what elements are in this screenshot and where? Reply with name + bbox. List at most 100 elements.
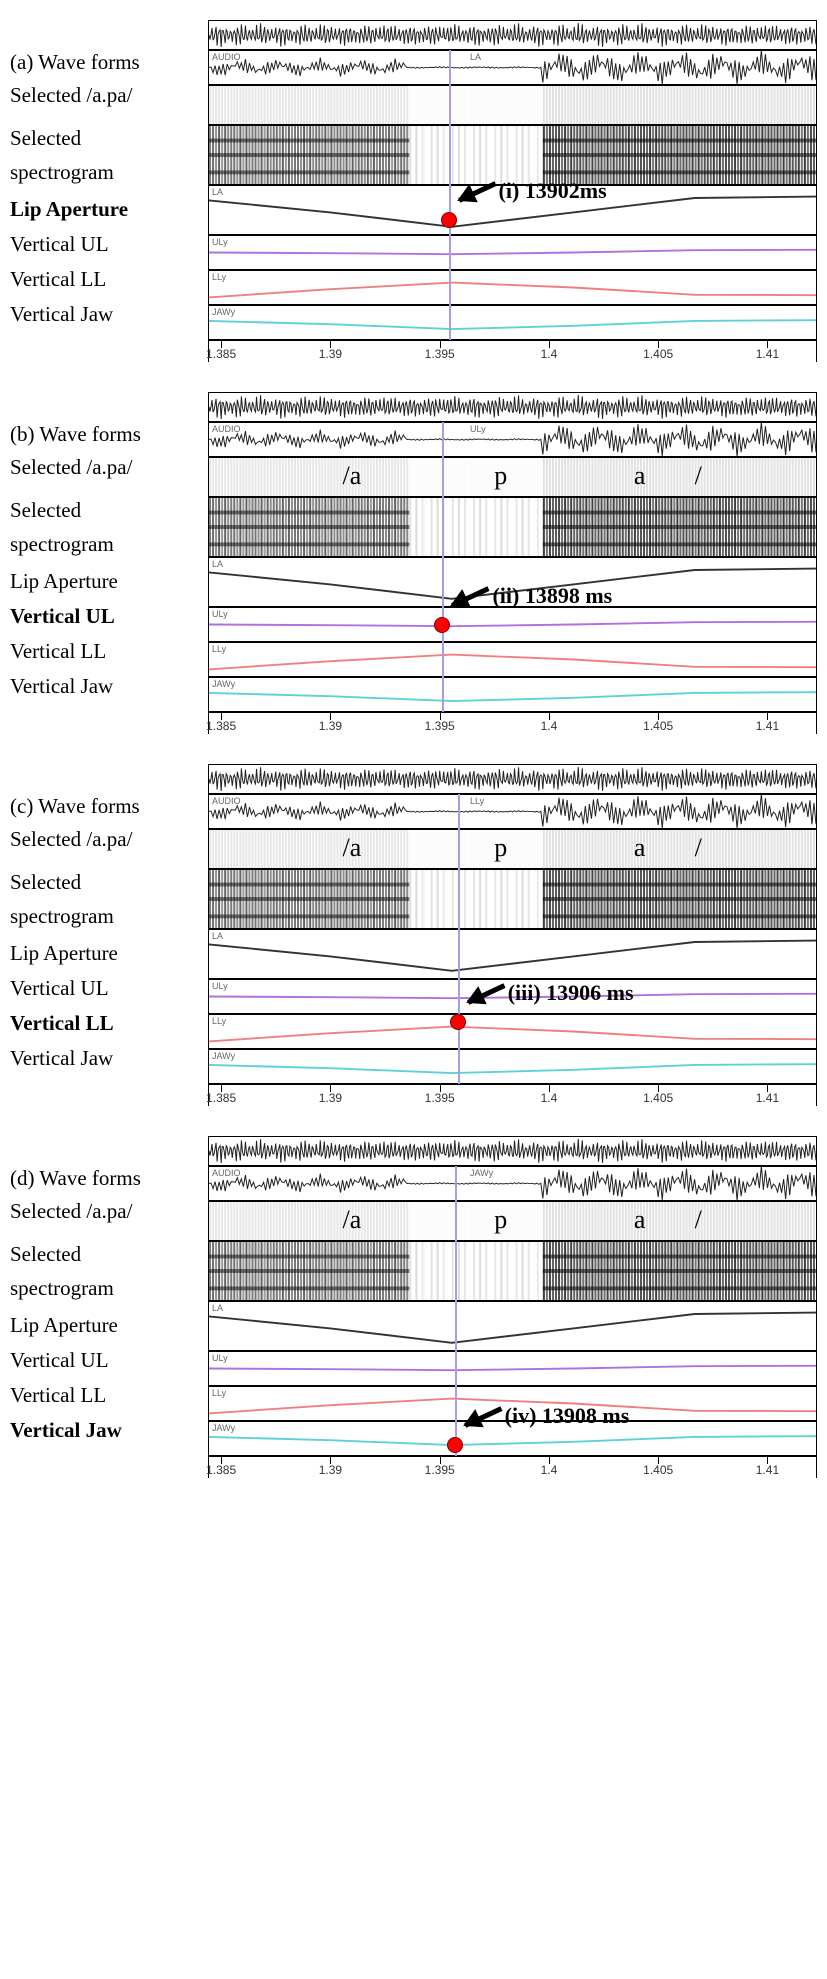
x-tick-label: 1.4 bbox=[541, 347, 558, 361]
label-vertical-ll: Vertical LL bbox=[10, 639, 200, 664]
x-tick-label: 1.405 bbox=[643, 1091, 673, 1105]
phoneme-p: p bbox=[494, 1205, 507, 1235]
tiny-label-uly: ULy bbox=[212, 981, 228, 991]
track-spectrogram-lower bbox=[208, 869, 817, 929]
label-vertical-jaw: Vertical Jaw bbox=[10, 302, 200, 327]
phoneme-a1: /a bbox=[343, 833, 362, 863]
tiny-label-marker: ULy bbox=[470, 424, 486, 434]
track-x-axis: 1.3851.391.3951.41.4051.41 bbox=[208, 1084, 817, 1106]
label-vertical-ll: Vertical LL bbox=[10, 1383, 200, 1408]
tiny-label-la: LA bbox=[212, 559, 223, 569]
tiny-label-audio: AUDIO bbox=[212, 52, 241, 62]
tiny-label-jawy: JAWy bbox=[212, 1051, 235, 1061]
track-vertical-jaw: JAWy bbox=[208, 1049, 817, 1084]
tiny-label-marker: LA bbox=[470, 52, 481, 62]
track-lip-aperture: LA bbox=[208, 1301, 817, 1351]
label-selected-apa: Selected /a.pa/ bbox=[10, 455, 200, 480]
tiny-label-lly: LLy bbox=[212, 1388, 226, 1398]
tiny-label-uly: ULy bbox=[212, 609, 228, 619]
label-selected-apa: Selected /a.pa/ bbox=[10, 1199, 200, 1224]
tiny-label-marker: JAWy bbox=[470, 1168, 493, 1178]
track-vertical-ul: ULy bbox=[208, 607, 817, 642]
track-vertical-ul: ULy bbox=[208, 235, 817, 270]
x-tick-label: 1.39 bbox=[319, 347, 342, 361]
panel-d: (d) Wave forms Selected /a.pa/ Selected … bbox=[10, 1136, 817, 1478]
track-vertical-ul: ULy bbox=[208, 1351, 817, 1386]
track-x-axis: 1.3851.391.3951.41.4051.41 bbox=[208, 340, 817, 362]
track-waveform-zoom: AUDIO ULy bbox=[208, 422, 817, 457]
label-lip-aperture: Lip Aperture bbox=[10, 569, 200, 594]
track-vertical-jaw: JAWy bbox=[208, 677, 817, 712]
phoneme-a1: /a bbox=[343, 461, 362, 491]
chart-column: AUDIO LLy /a p a / bbox=[208, 764, 817, 1106]
phoneme-a1: /a bbox=[343, 1205, 362, 1235]
tiny-label-lly: LLy bbox=[212, 644, 226, 654]
label-spectrogram-1: Selected bbox=[10, 1242, 200, 1267]
phoneme-a2: a bbox=[634, 833, 646, 863]
track-vertical-jaw: JAWy bbox=[208, 1421, 817, 1456]
labels-column: (a) Wave forms Selected /a.pa/ Selected … bbox=[10, 20, 200, 362]
label-vertical-ul: Vertical UL bbox=[10, 1348, 200, 1373]
x-tick-label: 1.405 bbox=[643, 347, 673, 361]
panel-c: (c) Wave forms Selected /a.pa/ Selected … bbox=[10, 764, 817, 1106]
x-tick-label: 1.4 bbox=[541, 1091, 558, 1105]
panel-a: (a) Wave forms Selected /a.pa/ Selected … bbox=[10, 20, 817, 362]
x-tick-label: 1.395 bbox=[425, 347, 455, 361]
label-spectrogram-1: Selected bbox=[10, 498, 200, 523]
tiny-label-marker: LLy bbox=[470, 796, 484, 806]
phoneme-slash: / bbox=[695, 833, 702, 863]
label-spectrogram-1: Selected bbox=[10, 870, 200, 895]
x-tick-label: 1.39 bbox=[319, 1463, 342, 1477]
label-vertical-jaw: Vertical Jaw bbox=[10, 1418, 200, 1443]
track-vertical-jaw: JAWy bbox=[208, 305, 817, 340]
track-lip-aperture: LA bbox=[208, 185, 817, 235]
track-vertical-ll: LLy bbox=[208, 642, 817, 677]
track-lip-aperture: LA bbox=[208, 929, 817, 979]
tiny-label-uly: ULy bbox=[212, 237, 228, 247]
label-spectrogram-2: spectrogram bbox=[10, 1276, 200, 1301]
x-tick-label: 1.395 bbox=[425, 719, 455, 733]
label-lip-aperture: Lip Aperture bbox=[10, 941, 200, 966]
tiny-label-jawy: JAWy bbox=[212, 1423, 235, 1433]
track-spectrogram-upper: /a p a / bbox=[208, 829, 817, 869]
label-vertical-ul: Vertical UL bbox=[10, 232, 200, 257]
track-waveform-full bbox=[208, 20, 817, 50]
x-tick-label: 1.395 bbox=[425, 1463, 455, 1477]
label-lip-aperture: Lip Aperture bbox=[10, 197, 200, 222]
x-tick-label: 1.39 bbox=[319, 1091, 342, 1105]
tiny-label-la: LA bbox=[212, 931, 223, 941]
track-vertical-ll: LLy bbox=[208, 1386, 817, 1421]
x-tick-label: 1.395 bbox=[425, 1091, 455, 1105]
label-vertical-ul: Vertical UL bbox=[10, 604, 200, 629]
label-vertical-jaw: Vertical Jaw bbox=[10, 674, 200, 699]
panel-b: (b) Wave forms Selected /a.pa/ Selected … bbox=[10, 392, 817, 734]
labels-column: (d) Wave forms Selected /a.pa/ Selected … bbox=[10, 1136, 200, 1478]
label-selected-apa: Selected /a.pa/ bbox=[10, 827, 200, 852]
label-waveforms: (a) Wave forms bbox=[10, 50, 200, 75]
tiny-label-lly: LLy bbox=[212, 272, 226, 282]
track-spectrogram-lower bbox=[208, 125, 817, 185]
label-vertical-ul: Vertical UL bbox=[10, 976, 200, 1001]
phoneme-slash: / bbox=[695, 461, 702, 491]
x-tick-label: 1.385 bbox=[206, 1091, 236, 1105]
track-spectrogram-upper: /a p a / bbox=[208, 457, 817, 497]
tiny-label-la: LA bbox=[212, 187, 223, 197]
phoneme-a2: a bbox=[634, 1205, 646, 1235]
tiny-label-audio: AUDIO bbox=[212, 424, 241, 434]
label-selected-apa: Selected /a.pa/ bbox=[10, 83, 200, 108]
labels-column: (c) Wave forms Selected /a.pa/ Selected … bbox=[10, 764, 200, 1106]
x-tick-label: 1.405 bbox=[643, 719, 673, 733]
phoneme-p: p bbox=[494, 833, 507, 863]
track-lip-aperture: LA bbox=[208, 557, 817, 607]
label-lip-aperture: Lip Aperture bbox=[10, 1313, 200, 1338]
track-waveform-full bbox=[208, 1136, 817, 1166]
label-vertical-ll: Vertical LL bbox=[10, 1011, 200, 1036]
x-tick-label: 1.385 bbox=[206, 347, 236, 361]
tiny-label-jawy: JAWy bbox=[212, 679, 235, 689]
tiny-label-la: LA bbox=[212, 1303, 223, 1313]
track-spectrogram-lower bbox=[208, 497, 817, 557]
chart-column: AUDIO JAWy /a p a / bbox=[208, 1136, 817, 1478]
track-waveform-zoom: AUDIO JAWy bbox=[208, 1166, 817, 1201]
track-x-axis: 1.3851.391.3951.41.4051.41 bbox=[208, 712, 817, 734]
tiny-label-audio: AUDIO bbox=[212, 796, 241, 806]
